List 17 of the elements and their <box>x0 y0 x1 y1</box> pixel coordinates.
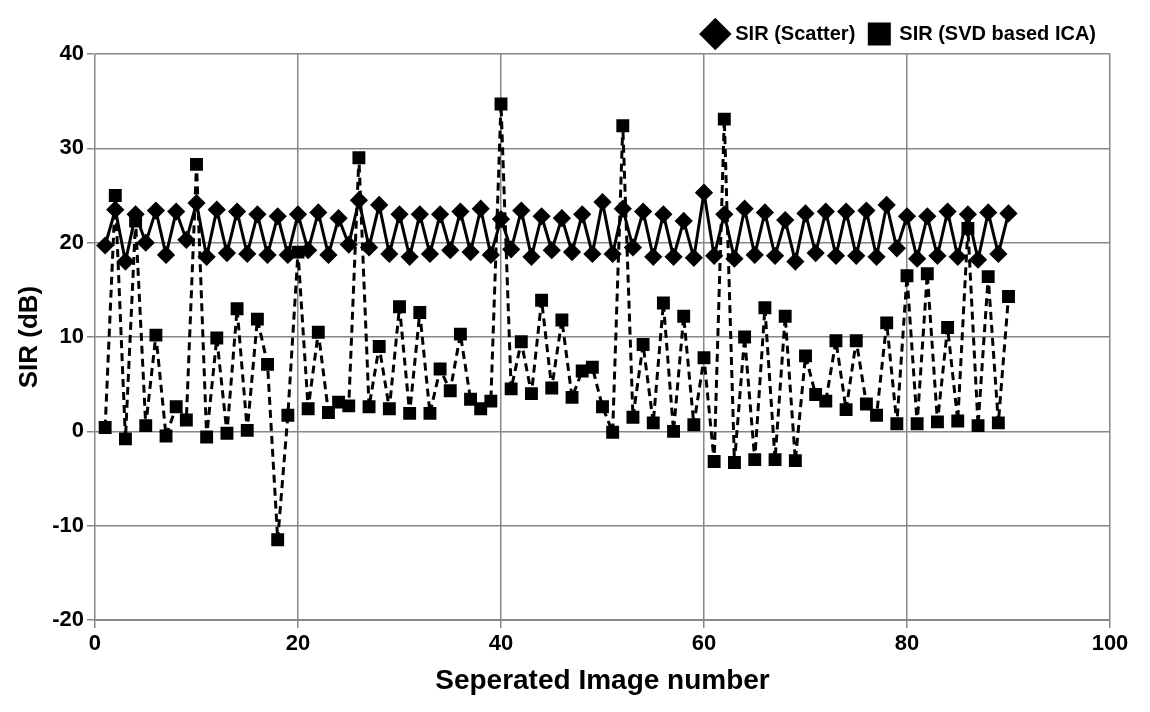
x-axis-title: Seperated Image number <box>435 663 770 695</box>
y-tick-label: -20 <box>52 606 84 632</box>
y-tick-label: 30 <box>59 134 84 160</box>
legend-label: SIR (Scatter) <box>735 21 856 44</box>
y-axis-title: SIR (dB) <box>12 285 43 389</box>
x-tick-label: 60 <box>691 630 717 656</box>
legend-label: SIR (SVD based ICA) <box>899 21 1096 44</box>
x-tick-label: 20 <box>285 630 311 656</box>
x-tick-label: 40 <box>488 630 514 656</box>
x-tick-label: 0 <box>88 630 102 656</box>
x-tick-label: 100 <box>1091 630 1129 656</box>
x-tick-label: 80 <box>894 630 920 656</box>
y-tick-label: 40 <box>59 40 84 66</box>
y-tick-label: 20 <box>59 228 84 254</box>
y-tick-label: -10 <box>52 511 84 537</box>
y-tick-label: 10 <box>59 323 84 349</box>
y-tick-label: 0 <box>71 417 84 443</box>
